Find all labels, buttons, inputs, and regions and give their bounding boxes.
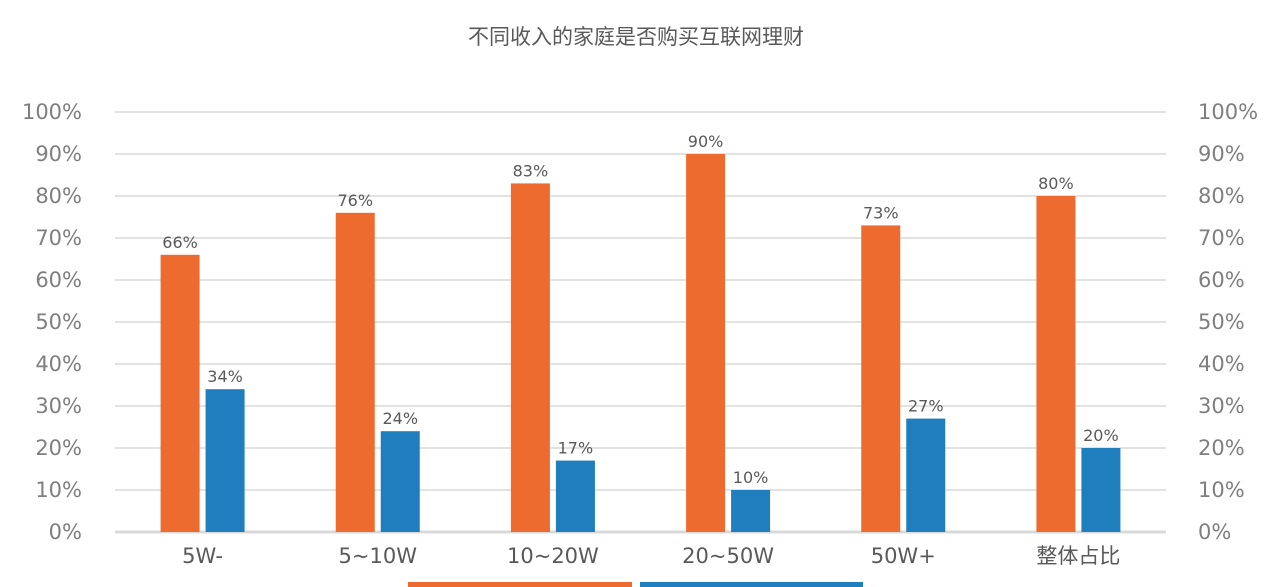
y-tick-label-right: 40% [1198,352,1245,376]
bar [335,212,375,533]
x-category-label: 50W+ [871,544,936,568]
legend-key [640,582,863,587]
y-tick-label-left: 100% [22,100,82,124]
bar [1036,196,1076,532]
data-label: 83% [513,161,549,180]
y-tick-label-right: 10% [1198,478,1245,502]
bar [160,254,200,533]
y-axis-left: 0% 10% 20% 30% 40% 50% 60% 70% 80% 90% 100% [22,100,82,544]
y-tick-label-right: 90% [1198,142,1245,166]
y-tick-label-left: 0% [49,520,82,544]
data-label: 20% [1083,426,1119,445]
data-label: 73% [863,203,899,222]
x-category-label: 10~20W [507,544,599,568]
y-tick-label-right: 100% [1198,100,1258,124]
y-tick-label-left: 80% [35,184,82,208]
data-labels: 66% 34% 76% 24% 83% 17% 90% 10% 73% 27% 80% 20% [162,132,1118,487]
x-category-label: 5~10W [339,544,418,568]
grid [115,111,1166,534]
y-axis-right: 0% 10% 20% 30% 40% 50% 60% 70% 80% 90% 100% [1198,100,1258,544]
data-label: 27% [908,397,944,416]
data-label: 90% [688,132,724,151]
x-category-label: 20~50W [682,544,774,568]
y-tick-label-right: 0% [1198,520,1231,544]
y-tick-label-right: 50% [1198,310,1245,334]
bar [510,183,550,532]
data-label: 80% [1038,174,1074,193]
data-label: 66% [162,233,198,252]
data-label: 34% [207,367,243,386]
x-category-label: 5W- [182,544,223,568]
y-tick-label-right: 20% [1198,436,1245,460]
y-tick-label-left: 90% [35,142,82,166]
data-label: 17% [558,439,594,458]
y-tick-label-right: 70% [1198,226,1245,250]
data-label: 24% [382,409,418,428]
legend-key [408,582,632,587]
y-tick-label-left: 20% [35,436,82,460]
x-category-label: 整体占比 [1036,544,1120,568]
x-axis-categories: 5W- 5~10W 10~20W 20~50W 50W+ 整体占比 [182,544,1120,568]
y-tick-label-right: 60% [1198,268,1245,292]
y-tick-label-right: 80% [1198,184,1245,208]
y-tick-label-left: 50% [35,310,82,334]
y-tick-label-left: 30% [35,394,82,418]
bars [160,154,1121,533]
chart-title: 不同收入的家庭是否购买互联网理财 [468,25,804,49]
y-tick-label-left: 10% [35,478,82,502]
y-tick-label-right: 30% [1198,394,1245,418]
data-label: 10% [733,468,769,487]
bar [1081,448,1121,532]
bar [861,225,901,532]
bar [380,431,420,532]
y-tick-label-left: 60% [35,268,82,292]
bar [555,460,595,532]
bar [906,418,946,532]
legend [408,582,863,587]
data-label: 76% [337,191,373,210]
bar [686,154,726,532]
bar [205,389,245,532]
bar [731,490,771,532]
y-tick-label-left: 40% [35,352,82,376]
y-tick-label-left: 70% [35,226,82,250]
